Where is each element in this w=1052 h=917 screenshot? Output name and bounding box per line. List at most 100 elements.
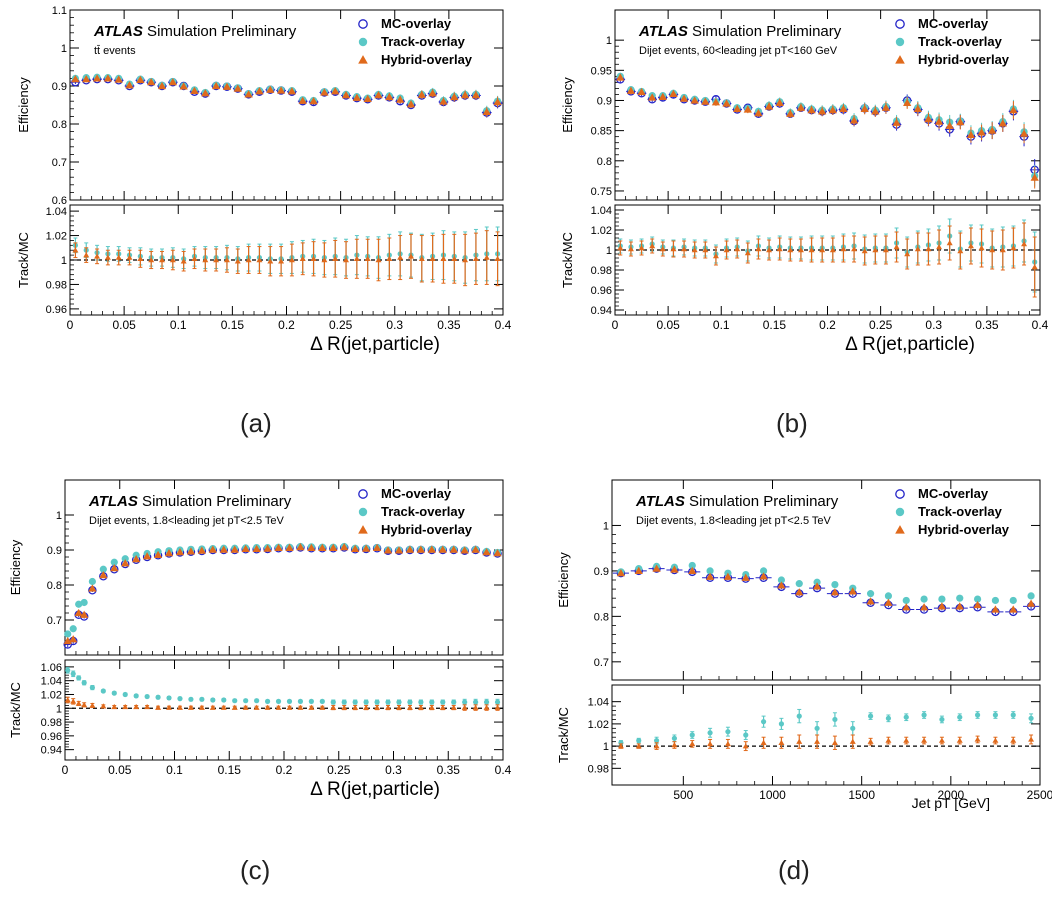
panel-c-ylabel: Efficiency <box>8 539 23 595</box>
data-point <box>724 740 731 747</box>
panel-c-ratio-ytick-label: 1.06 <box>41 662 62 674</box>
panel-c-ratio-ytick-label: 0.94 <box>41 745 62 757</box>
data-point <box>168 78 177 86</box>
data-point <box>991 605 1000 613</box>
panel-b-ratio-ytick-label: 0.98 <box>591 265 612 277</box>
data-point <box>298 96 307 104</box>
panel-c-series-hybrid-overlay <box>63 543 502 645</box>
data-point <box>797 247 804 253</box>
panel-c-ratio-ytick-label: 1 <box>56 703 62 715</box>
panel-d-ratio-series-track-overlay <box>618 708 1034 746</box>
data-point <box>849 738 856 744</box>
data-point <box>860 104 869 113</box>
data-point <box>775 98 784 106</box>
data-point <box>936 244 943 250</box>
panel-a-ylabel: Efficiency <box>16 77 31 133</box>
data-point <box>848 587 857 595</box>
data-point <box>914 246 921 252</box>
data-point <box>462 699 468 705</box>
data-point <box>395 704 402 710</box>
data-point <box>689 732 695 738</box>
data-point <box>428 89 437 97</box>
data-point <box>176 704 183 710</box>
data-point <box>921 737 928 743</box>
data-point <box>722 99 731 107</box>
data-point <box>439 704 446 710</box>
panel-a-main-ytick-label: 0.6 <box>52 195 67 207</box>
panel-c-series-mc-overlay <box>63 543 502 649</box>
panel-a-ratio-series-hybrid-overlay <box>72 230 501 287</box>
data-point <box>723 247 730 253</box>
data-point <box>88 577 96 586</box>
data-point <box>483 704 490 710</box>
data-point <box>99 571 108 579</box>
caption-c: (c) <box>240 855 271 885</box>
data-point <box>407 253 414 259</box>
panel-c-ratio-xtick-label: 0.4 <box>495 763 512 777</box>
data-point <box>471 545 480 553</box>
data-point <box>308 704 315 710</box>
data-point <box>375 257 382 263</box>
data-point <box>89 684 95 691</box>
data-point <box>974 736 981 742</box>
data-point <box>626 86 636 94</box>
data-point <box>885 737 892 743</box>
data-point <box>482 547 491 556</box>
legend-label: Track-overlay <box>918 504 1003 519</box>
data-point <box>903 98 912 106</box>
data-point <box>796 738 803 744</box>
data-point <box>973 595 982 603</box>
panel-b-legend-item: MC-overlay <box>895 16 989 31</box>
data-point <box>483 699 490 705</box>
data-point <box>64 630 72 638</box>
data-point <box>275 698 282 704</box>
data-point <box>111 690 117 696</box>
panel-c-main-ytick-label: 0.9 <box>47 545 62 557</box>
panel-c-ratio-ytick-label: 1.02 <box>41 689 62 701</box>
legend-label: MC-overlay <box>918 486 989 501</box>
data-point <box>725 729 731 735</box>
data-point <box>938 737 945 743</box>
data-point <box>233 84 242 92</box>
panel-c-ratio-ylabel: Track/MC <box>8 682 23 738</box>
panel-a-ratio-ytick-label: 1.02 <box>46 231 67 243</box>
panel-a-xlabel: Δ R(jet,particle) <box>310 334 440 355</box>
data-point <box>208 545 217 553</box>
data-point <box>352 93 362 101</box>
panel-c-ratio-ytick-label: 0.98 <box>41 717 62 729</box>
data-point <box>461 704 468 710</box>
caption-b: (b) <box>776 408 808 438</box>
data-point <box>103 74 113 82</box>
data-point <box>690 96 699 104</box>
data-point <box>903 737 910 743</box>
panel-a-ratio-xtick-label: 0.35 <box>437 318 461 332</box>
panel-b-ratio-xtick-label: 0.35 <box>975 318 999 332</box>
data-point <box>851 246 858 252</box>
data-point <box>329 543 338 552</box>
legend-marker <box>895 19 905 29</box>
data-point <box>137 255 144 262</box>
data-point <box>69 635 78 643</box>
data-point <box>219 545 228 553</box>
data-point <box>252 544 261 553</box>
data-point <box>147 78 156 86</box>
data-point <box>742 743 749 749</box>
caption-a: (a) <box>240 408 272 438</box>
data-point <box>688 561 696 570</box>
data-point <box>126 254 133 260</box>
data-point <box>374 90 383 99</box>
data-point <box>658 92 667 100</box>
data-point <box>406 704 413 710</box>
legend-marker <box>895 37 905 47</box>
data-point <box>867 713 874 719</box>
panel-b-legend-item: Hybrid-overlay <box>895 52 1010 67</box>
panel-c-ratio-frame <box>64 659 504 761</box>
data-point <box>460 90 470 99</box>
panel-d-ratio-xtick-label: 1000 <box>759 788 786 802</box>
data-point <box>396 699 402 705</box>
legend-marker <box>358 19 368 29</box>
data-point <box>795 588 804 596</box>
data-point <box>778 721 785 727</box>
panel-c-subtitle: Dijet events, 1.8<leading jet pT<2.5 TeV <box>89 515 285 527</box>
data-point <box>998 119 1007 127</box>
